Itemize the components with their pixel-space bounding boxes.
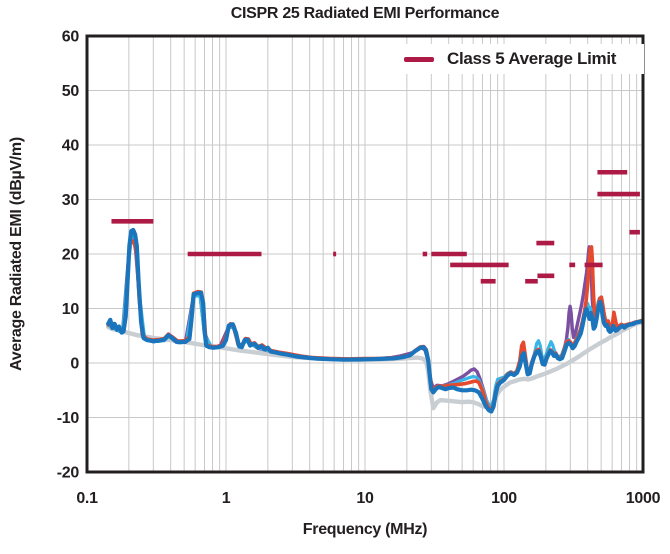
gridlines	[87, 36, 643, 472]
y-tick-labels: 60 50 40 30 20 10 0 -10 -20	[57, 29, 80, 482]
legend-label: Class 5 Average Limit	[447, 49, 617, 68]
chart-title: CISPR 25 Radiated EMI Performance	[230, 5, 500, 22]
x-tick-label: 0.1	[76, 490, 98, 507]
y-tick-label: 0	[70, 356, 79, 373]
legend-line-swatch	[404, 56, 434, 62]
y-tick-label: 10	[62, 301, 80, 318]
y-tick-label: 20	[62, 247, 80, 264]
x-tick-label: 1000	[626, 490, 661, 507]
y-tick-label: 30	[62, 192, 80, 209]
x-tick-label: 1	[222, 490, 231, 507]
plot-frame	[85, 34, 645, 474]
y-tick-label: 50	[62, 83, 80, 100]
y-axis-title: Average Radiated EMI (dBµV/m)	[8, 137, 25, 371]
y-tick-label: 40	[62, 138, 80, 155]
trace-cyan	[106, 233, 643, 408]
trace-blue	[106, 227, 643, 414]
y-tick-label: -10	[57, 410, 80, 427]
legend: Class 5 Average Limit	[392, 44, 644, 74]
x-tick-label: 10	[356, 490, 374, 507]
x-tick-label: 100	[491, 490, 517, 507]
class5-average-limit-segments	[111, 169, 640, 284]
data-layer	[105, 169, 643, 414]
y-tick-label: -20	[57, 465, 80, 482]
x-axis-title: Frequency (MHz)	[302, 521, 428, 538]
x-tick-labels: 0.1 1 10 100 1000	[76, 490, 661, 507]
y-tick-label: 60	[62, 29, 80, 46]
